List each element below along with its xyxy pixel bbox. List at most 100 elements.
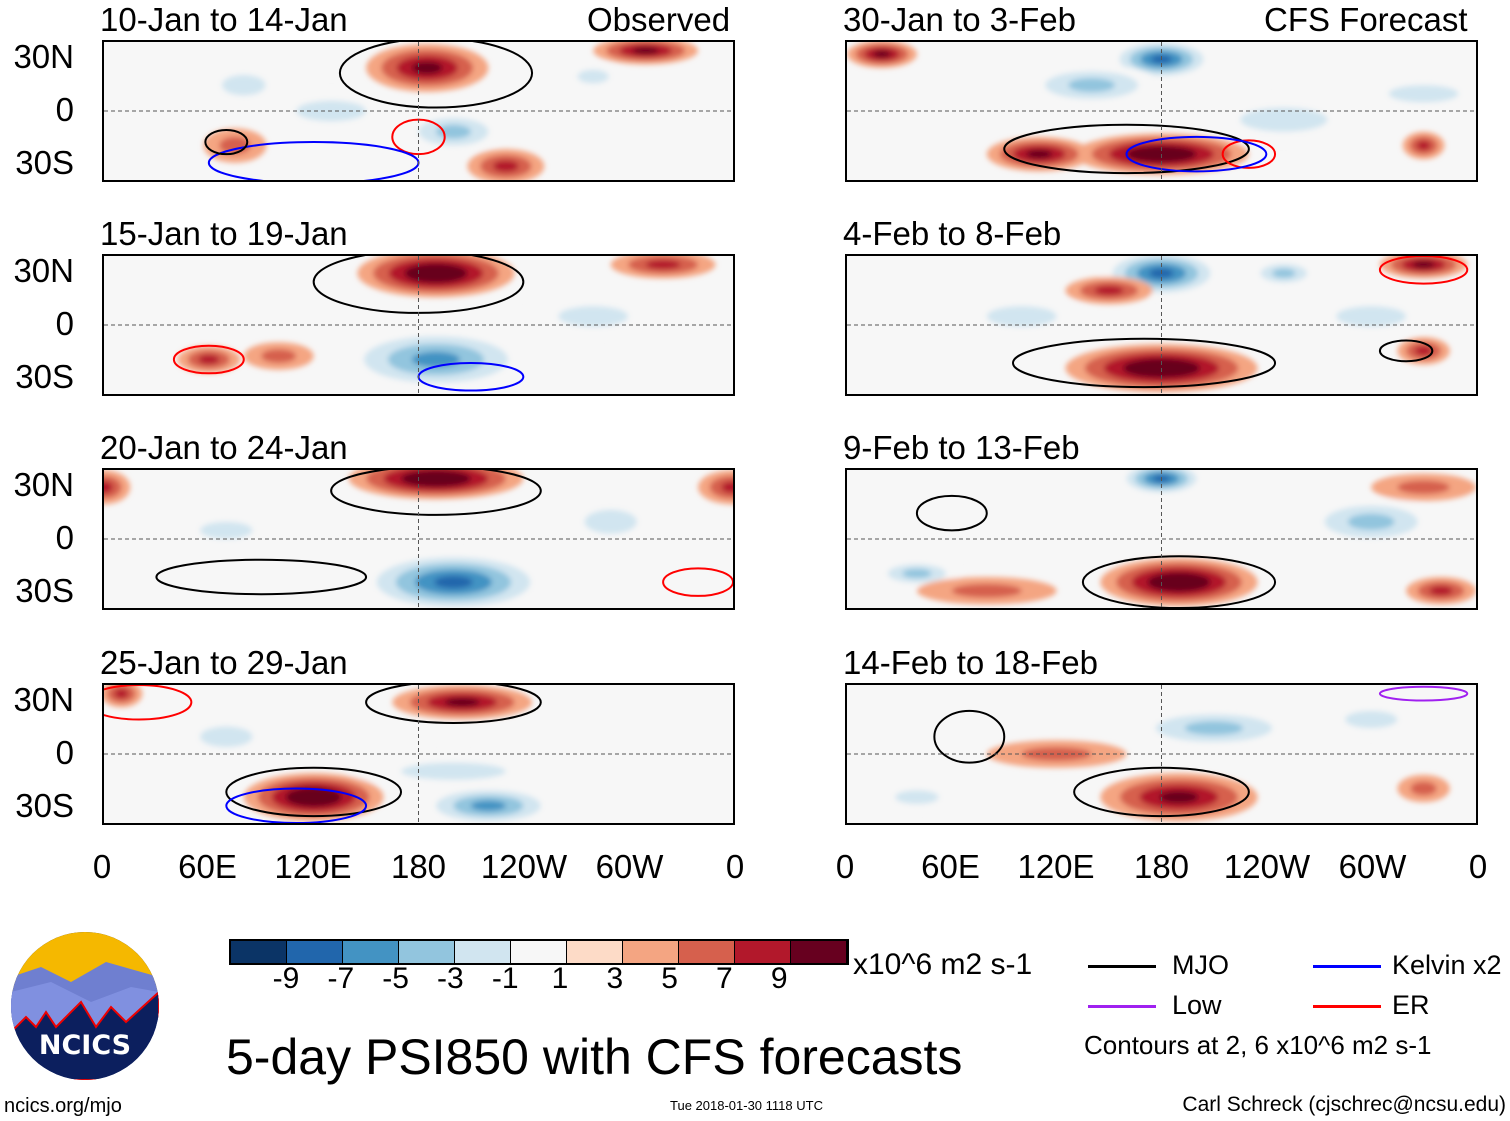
anomaly-shading: [558, 306, 629, 327]
anomaly-shading: [721, 481, 733, 493]
colorbar: [229, 939, 849, 965]
anomaly-shading: [411, 61, 443, 74]
anomaly-shading: [198, 354, 220, 365]
anomaly-shading: [632, 47, 659, 55]
lon-label: 120W: [480, 848, 568, 885]
lon-label: 120E: [274, 848, 352, 885]
anomaly-shading: [411, 351, 460, 368]
lat-label: 30N: [13, 681, 74, 718]
main-title: 5-day PSI850 with CFS forecasts: [226, 1029, 963, 1085]
colorbar-swatch: [399, 941, 455, 963]
anomaly-shading: [895, 790, 939, 805]
colorbar-label: -9: [272, 962, 300, 995]
contour-line: [205, 130, 247, 154]
anomaly-shading: [434, 575, 473, 589]
forecast-label: CFS Forecast: [1264, 1, 1468, 38]
anomaly-shading: [1159, 791, 1199, 804]
panel-title: 10-Jan to 14-Jan: [100, 1, 348, 38]
lat-label: 0: [55, 734, 74, 771]
contour-line: [1223, 140, 1275, 168]
anomaly-shading: [986, 306, 1057, 327]
anomaly-shading: [420, 268, 452, 279]
lon-label: 180: [1133, 848, 1190, 885]
lon-label: 0: [92, 848, 112, 885]
panel-title: 15-Jan to 19-Jan: [100, 215, 348, 252]
anomaly-shading: [1410, 781, 1437, 796]
anomaly-shading: [1416, 140, 1431, 151]
lat-label: 0: [55, 519, 74, 556]
anomaly-shading: [584, 509, 637, 534]
anomaly-shading: [951, 583, 1022, 598]
legend-line-mjo: [1088, 965, 1156, 968]
panel-title: 25-Jan to 29-Jan: [100, 644, 348, 681]
contour-line: [340, 42, 532, 108]
contour-line: [174, 346, 244, 374]
lat-label: 0: [55, 91, 74, 128]
lon-label: 0: [835, 848, 855, 885]
lat-label: 30S: [15, 787, 74, 824]
observed-label: Observed: [587, 1, 731, 38]
lon-label: 60W: [595, 848, 664, 885]
footer-url[interactable]: ncics.org/mjo: [4, 1095, 122, 1117]
lon-label: 180: [390, 848, 447, 885]
map-panel: [102, 254, 735, 396]
anomaly-shading: [299, 792, 328, 802]
lat-label: 30S: [15, 358, 74, 395]
anomaly-shading: [493, 160, 519, 172]
contour-line: [1083, 556, 1275, 608]
colorbar-swatch: [511, 941, 567, 963]
anomaly-shading: [1414, 346, 1433, 356]
legend-line-low: [1088, 1005, 1156, 1008]
lon-label: 60E: [921, 848, 980, 885]
colorbar-swatch: [679, 941, 735, 963]
lon-label: 120W: [1223, 848, 1311, 885]
logo-text: NCICS: [39, 1030, 131, 1061]
contours-note: Contours at 2, 6 x10^6 m2 s-1: [1084, 1030, 1432, 1060]
anomaly-shading: [1163, 577, 1195, 587]
contour-line: [917, 496, 987, 531]
contour-line: [934, 711, 1004, 763]
lon-label: 0: [1468, 848, 1488, 885]
lon-label: 120E: [1017, 848, 1095, 885]
anomaly-shading: [261, 349, 297, 363]
panel-title: 4-Feb to 8-Feb: [843, 215, 1062, 252]
colorbar-label: 1: [551, 962, 569, 995]
anomaly-shading: [114, 689, 129, 699]
colorbar-units: x10^6 m2 s-1: [853, 948, 1033, 981]
colorbar-swatch: [735, 941, 791, 963]
legend-mjo: MJO: [1172, 950, 1229, 980]
anomaly-shading: [1397, 480, 1450, 495]
anomaly-shading: [401, 762, 506, 780]
lat-label: 0: [55, 305, 74, 342]
anomaly-shading: [200, 726, 253, 748]
colorbar-label: 5: [661, 962, 678, 995]
map-panel: [845, 683, 1478, 825]
anomaly-shading: [873, 50, 891, 58]
lon-label: 0: [725, 848, 745, 885]
contour-line: [104, 685, 191, 720]
contour-line: [1127, 137, 1267, 172]
map-panel: [845, 40, 1478, 182]
panel-title: 20-Jan to 24-Jan: [100, 429, 348, 466]
lat-label: 30N: [13, 38, 74, 75]
map-panel: [102, 683, 735, 825]
contour-line: [226, 789, 366, 824]
anomaly-shading: [1336, 306, 1407, 327]
anomaly-shading: [1068, 78, 1115, 93]
anomaly-shading: [577, 69, 609, 84]
lon-label: 60W: [1338, 848, 1407, 885]
colorbar-label: -3: [437, 962, 464, 995]
panel-title: 14-Feb to 18-Feb: [843, 644, 1098, 681]
anomaly-shading: [200, 521, 253, 539]
anomaly-shading: [1094, 285, 1124, 296]
map-panel: [102, 40, 735, 182]
anomaly-shading: [1388, 85, 1459, 103]
anomaly-shading: [221, 74, 266, 96]
legend-line-er: [1313, 1005, 1381, 1008]
anomaly-shading: [1272, 268, 1296, 278]
anomaly-shading: [1240, 107, 1328, 132]
panel-title: 30-Jan to 3-Feb: [843, 1, 1076, 38]
lon-label: 60E: [178, 848, 237, 885]
anomaly-shading: [1429, 586, 1453, 596]
ncics-logo[interactable]: NCICS: [11, 932, 159, 1080]
